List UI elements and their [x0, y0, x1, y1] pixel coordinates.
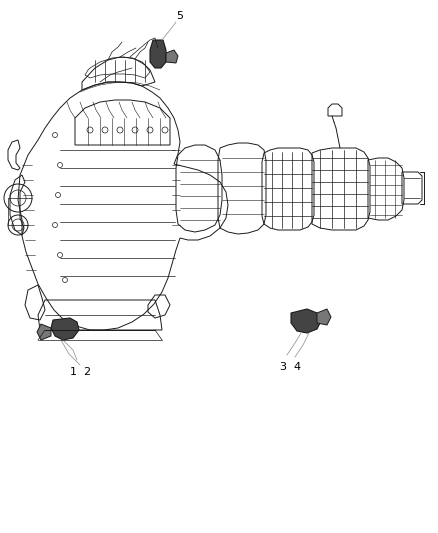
Text: 1: 1: [70, 367, 77, 377]
Polygon shape: [317, 309, 331, 325]
Polygon shape: [291, 309, 321, 333]
Text: 3: 3: [279, 362, 286, 372]
Polygon shape: [51, 318, 79, 340]
Polygon shape: [166, 50, 178, 63]
Polygon shape: [37, 324, 51, 340]
Text: 4: 4: [293, 362, 300, 372]
Text: 2: 2: [83, 367, 91, 377]
Polygon shape: [150, 40, 166, 68]
Text: 5: 5: [177, 11, 184, 21]
